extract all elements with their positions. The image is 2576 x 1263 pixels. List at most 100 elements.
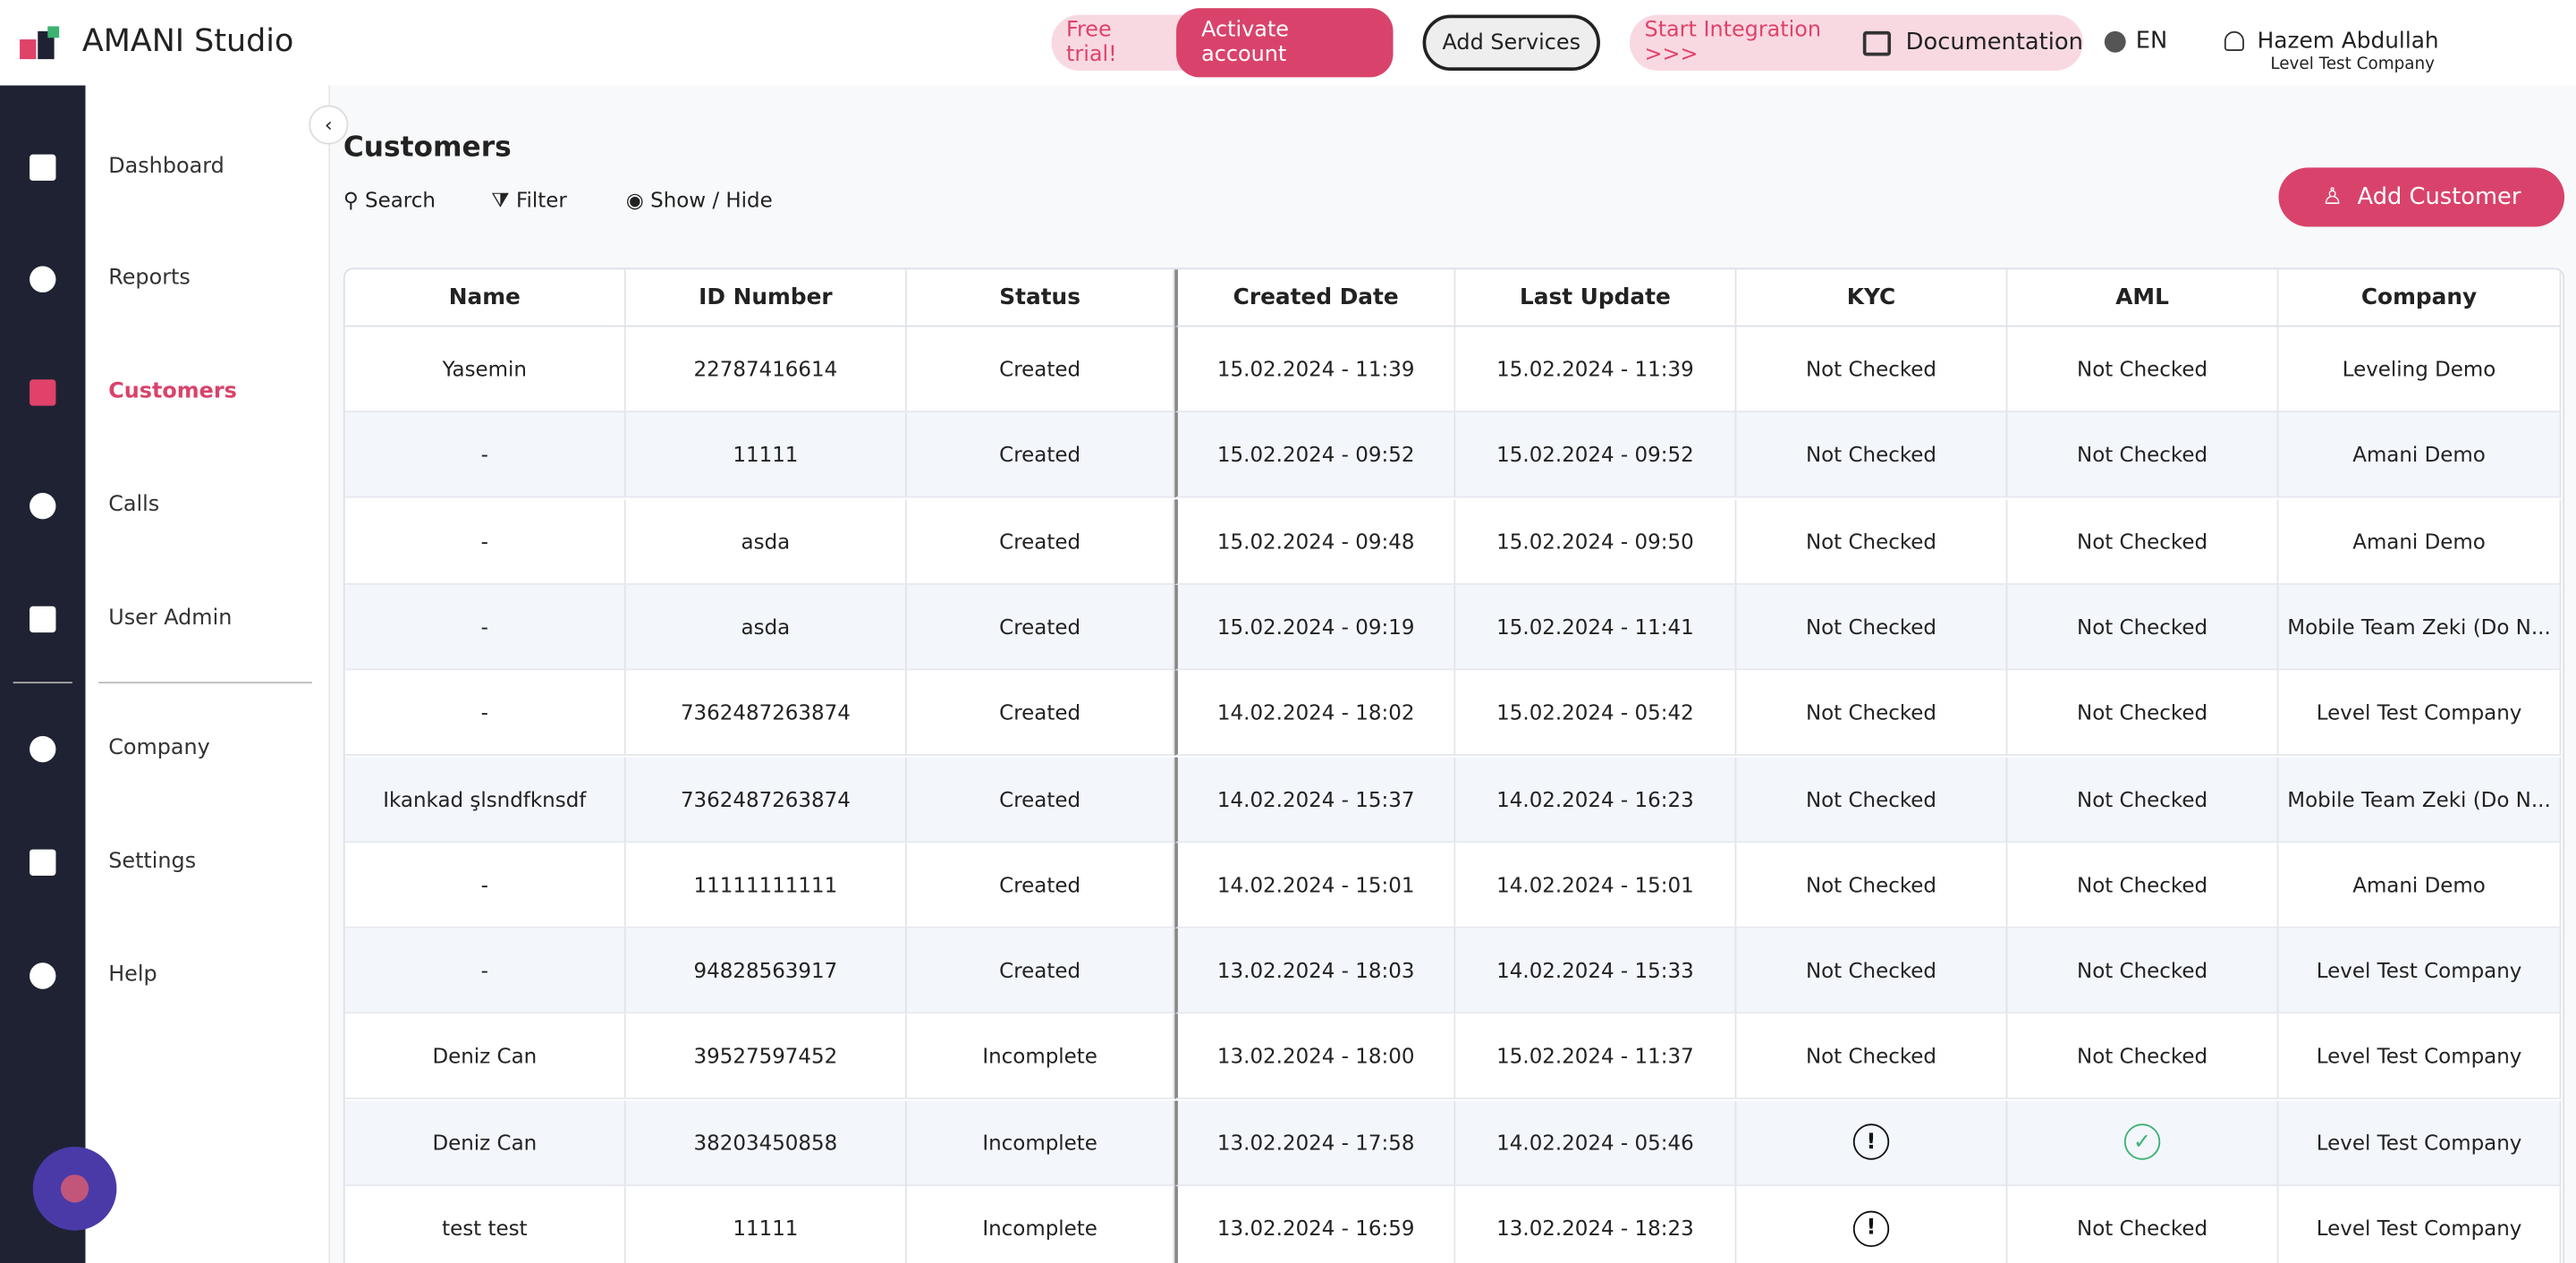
nav-icon [30,962,56,989]
table-cell: Created [906,670,1175,757]
table-cell: - [344,670,626,757]
table-cell: 14.02.2024 - 15:33 [1455,928,1737,1014]
table-cell: 15.02.2024 - 09:50 [1455,498,1737,585]
table-cell: Not Checked [2007,584,2279,671]
nav-item[interactable]: Company [108,735,210,761]
table-cell: Deniz Can [344,1013,626,1100]
show-hide-label: Show / Hide [650,187,773,212]
table-cell: - [344,498,626,585]
collapse-button[interactable]: ‹ [309,105,349,145]
table-cell: Not Checked [2007,1186,2279,1263]
column-header: Status [906,269,1175,327]
add-services-button[interactable]: Add Services [1422,14,1600,71]
nav-separator [98,682,312,684]
column-header: AML [2007,269,2279,327]
table-cell: Not Checked [2007,756,2279,843]
column-header: Name [344,269,626,327]
table-cell: 14.02.2024 - 18:02 [1174,670,1456,757]
table-cell: Deniz Can [344,1100,626,1186]
filter-button[interactable]: ⧩ Filter [491,187,567,212]
search-button[interactable]: ⚲ Search [343,187,436,212]
table-cell: ✓ [2007,1100,2279,1186]
folder-icon [1863,30,1892,55]
globe-icon [2104,30,2126,53]
show-hide-button[interactable]: ◉ Show / Hide [625,187,773,212]
table-cell: 15.02.2024 - 09:19 [1174,584,1456,671]
start-integration[interactable]: Start Integration >>> [1644,18,1822,68]
table-cell: - [344,412,626,499]
table-cell: Leveling Demo [2278,326,2562,413]
column-header: ID Number [625,269,907,327]
table-cell: test test [344,1186,626,1263]
table-cell: Amani Demo [2278,412,2562,499]
table-cell: 14.02.2024 - 16:23 [1455,756,1737,843]
table-cell: Not Checked [1736,928,2008,1014]
table-cell: Level Test Company [2278,928,2562,1014]
check-icon: ✓ [2123,1123,2161,1161]
table-cell: Not Checked [2007,498,2279,585]
table-cell: Not Checked [1736,670,2008,757]
column-header: Last Update [1455,269,1737,327]
table-cell: 14.02.2024 - 15:01 [1174,842,1456,928]
nav-separator [13,682,72,684]
table-cell: Not Checked [1736,498,2008,585]
table-cell: Not Checked [1736,326,2008,413]
sidebar [0,85,86,1263]
nav-icon [30,849,56,876]
integration-pill: Start Integration >>> Documentation [1630,14,2083,71]
add-customer-label: Add Customer [2357,183,2521,211]
table-cell: 13.02.2024 - 18:03 [1174,928,1456,1014]
nav-icon [30,735,56,763]
search-label: Search [365,187,436,212]
table-cell: 15.02.2024 - 09:52 [1455,412,1737,499]
nav-item[interactable]: Customers [108,379,237,404]
table-cell: 94828563917 [625,928,907,1014]
table-cell: 15.02.2024 - 11:39 [1174,326,1456,413]
table-cell: Created [906,326,1175,413]
language[interactable]: EN [2135,28,2168,55]
table-cell: Level Test Company [2278,1013,2562,1100]
table-cell: asda [625,498,907,585]
chat-button[interactable] [32,1147,117,1231]
table-cell: - [344,928,626,1014]
table-cell: Ikankad şlsndfknsdf [344,756,626,843]
table-cell: ! [1736,1186,2008,1263]
table-cell: Created [906,756,1175,843]
table-cell: 22787416614 [625,326,907,413]
table-cell: Level Test Company [2278,670,2562,757]
table-cell: Not Checked [2007,842,2279,928]
table-cell: 15.02.2024 - 05:42 [1455,670,1737,757]
table-cell: 7362487263874 [625,670,907,757]
filter-label: Filter [515,187,567,212]
nav-item[interactable]: Help [108,962,157,988]
main: Customers ⚲ Search ⧩ Filter ◉ Show / Hid… [330,85,2576,1263]
table-cell: Not Checked [2007,670,2279,757]
nav-item[interactable]: Settings [108,849,197,875]
nav-item[interactable]: Reports [108,266,191,292]
table-cell: 13.02.2024 - 18:00 [1174,1013,1456,1100]
logo [20,26,60,60]
table-cell: 38203450858 [625,1100,907,1186]
documentation[interactable]: Documentation [1905,30,2083,56]
table-cell: Created [906,584,1175,671]
table-cell: 14.02.2024 - 15:37 [1174,756,1456,843]
table-cell: 15.02.2024 - 11:39 [1455,326,1737,413]
table-cell: Created [906,412,1175,499]
table-cell: 11111111111 [625,842,907,928]
nav-item[interactable]: Dashboard [108,154,225,180]
nav-item[interactable]: Calls [108,493,160,518]
table-cell: 13.02.2024 - 17:58 [1174,1100,1456,1186]
nav-icon [30,266,56,292]
nav-icon [30,154,56,182]
table-cell: 15.02.2024 - 09:52 [1174,412,1456,499]
customer-table: Name ID Number Status Created Date Last Upda… [343,267,2565,1263]
nav-item[interactable]: User Admin [108,606,233,632]
nav-icon [30,379,56,406]
add-customer-button[interactable]: ♙ Add Customer [2278,167,2565,227]
table-cell: 13.02.2024 - 18:23 [1455,1186,1737,1263]
activate-button[interactable]: Activate account [1176,8,1394,78]
user-name[interactable]: Hazem Abdullah [2257,28,2439,55]
column-header: Created Date [1174,269,1456,327]
